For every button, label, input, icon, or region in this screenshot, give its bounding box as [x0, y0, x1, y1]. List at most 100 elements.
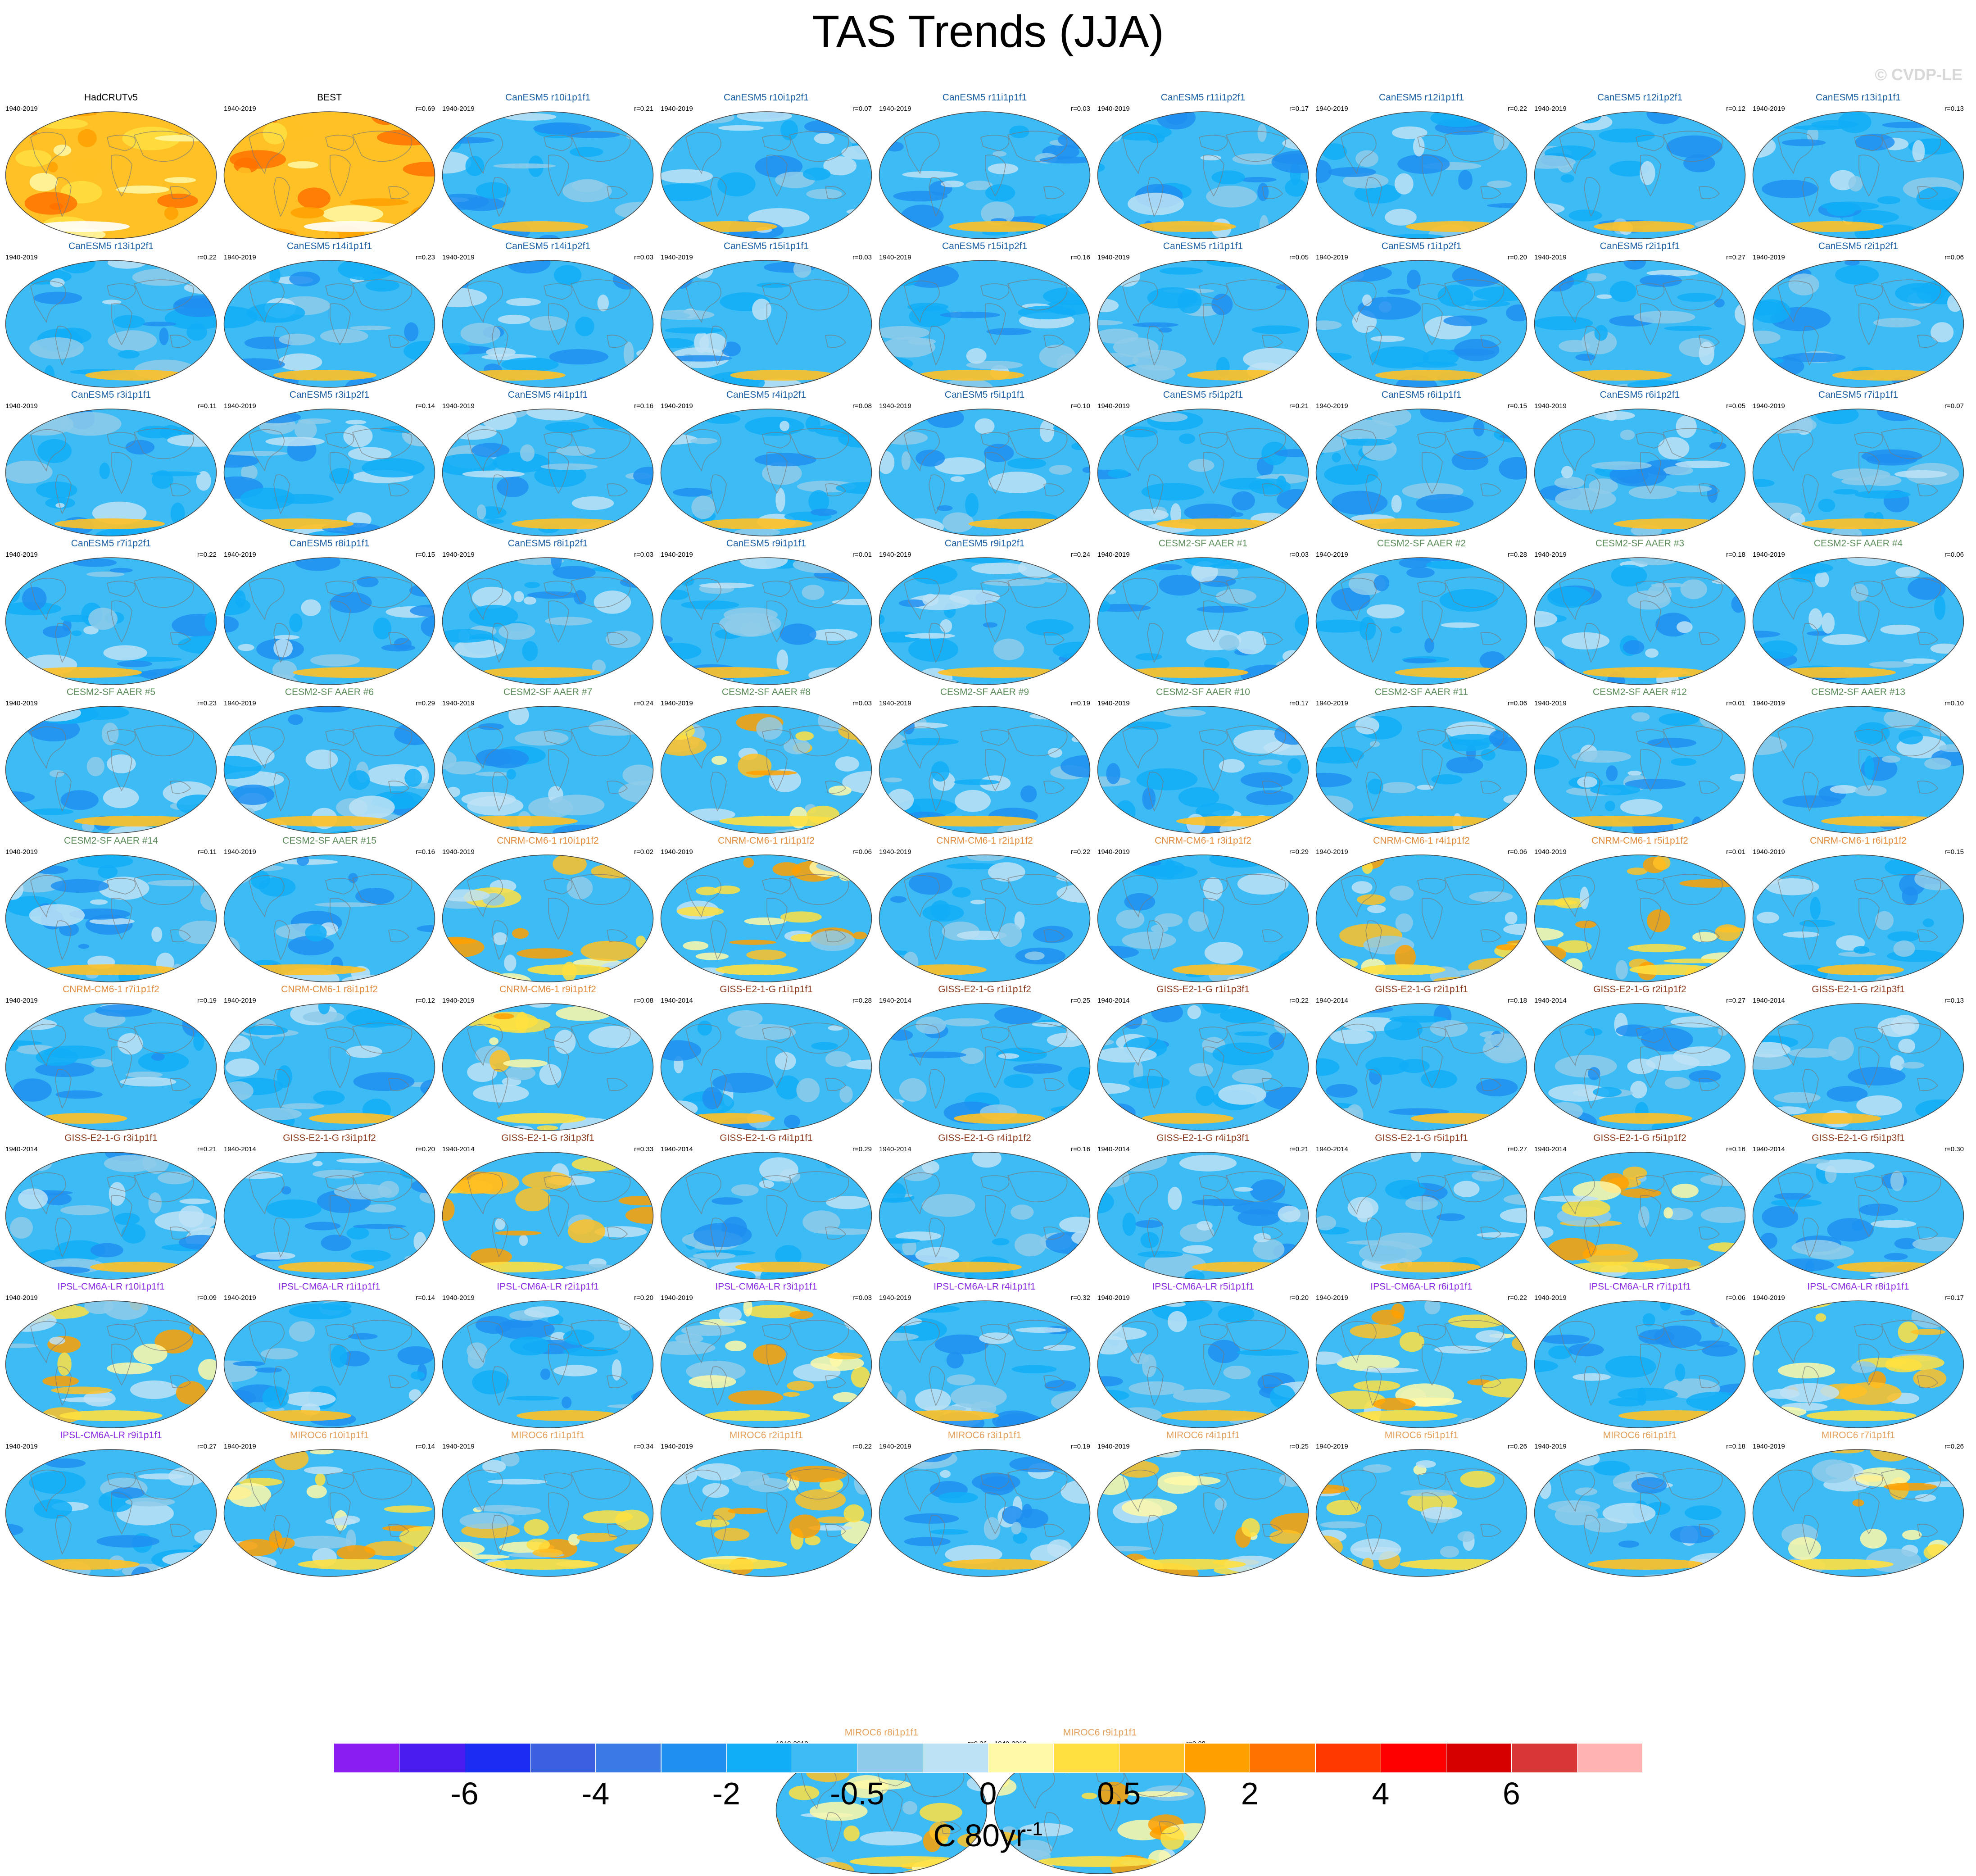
colorbar-swatch — [1577, 1743, 1643, 1773]
colorbar-swatch — [922, 1743, 988, 1773]
panel-period: 1940-2019 — [224, 105, 256, 113]
panel-period: 1940-2019 — [1316, 848, 1348, 856]
panel-pattern-correlation: r=0.18 — [1508, 997, 1527, 1004]
map-panel: CanESM5 r4i1p2f1 1940-2019 r=0.08 — [657, 390, 875, 538]
panel-title: GISS-E2-1-G r5i1p1f2 — [1593, 1133, 1686, 1143]
panel-pattern-correlation: r=0.22 — [1508, 1294, 1527, 1302]
panel-period: 1940-2019 — [661, 1443, 693, 1450]
trend-map — [660, 706, 872, 834]
panel-pattern-correlation: r=0.22 — [1508, 105, 1527, 113]
map-panel: CanESM5 r1i1p2f1 1940-2019 r=0.20 — [1312, 241, 1531, 390]
panel-pattern-correlation: r=0.18 — [1726, 551, 1745, 559]
panel-period: 1940-2019 — [1534, 700, 1567, 707]
panel-pattern-correlation: r=0.19 — [1071, 1443, 1090, 1450]
panel-period: 1940-2019 — [1316, 551, 1348, 559]
colorbar-swatch — [464, 1743, 530, 1773]
trend-map — [660, 854, 872, 982]
panel-period: 1940-2019 — [1316, 105, 1348, 113]
trend-map — [879, 260, 1091, 388]
panel-period: 1940-2019 — [1753, 254, 1785, 261]
panel-title: GISS-E2-1-G r3i1p3f1 — [501, 1133, 594, 1143]
panel-pattern-correlation: r=0.15 — [1508, 402, 1527, 410]
colorbar-swatch — [661, 1743, 727, 1773]
panel-title: IPSL-CM6A-LR r10i1p1f1 — [57, 1281, 165, 1292]
panel-pattern-correlation: r=0.14 — [416, 402, 435, 410]
panel-title: CanESM5 r3i1p1f1 — [71, 390, 151, 400]
map-panel: CESM2-SF AAER #6 1940-2019 r=0.29 — [220, 687, 439, 836]
panel-pattern-correlation: r=0.27 — [1726, 997, 1745, 1004]
map-panel: CanESM5 r6i1p2f1 1940-2019 r=0.05 — [1531, 390, 1749, 538]
map-panel: CanESM5 r11i1p1f1 1940-2019 r=0.03 — [875, 92, 1094, 241]
panel-period: 1940-2019 — [661, 551, 693, 559]
map-panel: GISS-E2-1-G r1i1p1f1 1940-2014 r=0.28 — [657, 984, 875, 1133]
map-panel: CESM2-SF AAER #10 1940-2019 r=0.17 — [1094, 687, 1312, 836]
colorbar-swatch — [1511, 1743, 1577, 1773]
panel-pattern-correlation: r=0.18 — [1726, 1443, 1745, 1450]
colorbar-tick-label: 0.5 — [1097, 1776, 1141, 1811]
panel-pattern-correlation: r=0.27 — [1508, 1145, 1527, 1153]
map-panel: MIROC6 r10i1p1f1 1940-2019 r=0.14 — [220, 1430, 439, 1579]
trend-map — [442, 111, 654, 239]
panel-period: 1940-2019 — [1316, 402, 1348, 410]
trend-map — [1097, 111, 1309, 239]
panel-period: 1940-2019 — [5, 254, 38, 261]
map-panel: IPSL-CM6A-LR r7i1p1f1 1940-2019 r=0.06 — [1531, 1281, 1749, 1430]
panel-title: GISS-E2-1-G r2i1p1f2 — [1593, 984, 1686, 995]
map-panel: CNRM-CM6-1 r9i1p1f2 1940-2019 r=0.08 — [439, 984, 657, 1133]
panel-title: CanESM5 r3i1p2f1 — [289, 390, 370, 400]
map-panel: CESM2-SF AAER #1 1940-2019 r=0.03 — [1094, 538, 1312, 687]
map-panel-grid: HadCRUTv5 1940-2019 BEST 1940-2019 r=0.69 Can… — [2, 92, 1967, 1874]
panel-period: 1940-2014 — [1753, 1145, 1785, 1153]
map-panel: CanESM5 r9i1p1f1 1940-2019 r=0.01 — [657, 538, 875, 687]
panel-title: CanESM5 r1i1p1f1 — [1163, 241, 1243, 251]
panel-pattern-correlation: r=0.28 — [1508, 551, 1527, 559]
trend-map — [1752, 1152, 1964, 1280]
trend-map — [1097, 1300, 1309, 1428]
panel-period: 1940-2019 — [224, 551, 256, 559]
panel-period: 1940-2019 — [442, 105, 475, 113]
panel-title: CanESM5 r7i1p2f1 — [71, 538, 151, 549]
panel-pattern-correlation: r=0.23 — [197, 700, 217, 707]
panel-pattern-correlation: r=0.03 — [1071, 105, 1090, 113]
colorbar-swatch — [399, 1743, 465, 1773]
panel-period: 1940-2014 — [879, 997, 911, 1004]
panel-title: CESM2-SF AAER #7 — [503, 687, 593, 697]
map-panel: IPSL-CM6A-LR r1i1p1f1 1940-2019 r=0.14 — [220, 1281, 439, 1430]
panel-period: 1940-2019 — [1534, 551, 1567, 559]
trend-map — [1752, 557, 1964, 685]
map-panel: GISS-E2-1-G r5i1p1f1 1940-2014 r=0.27 — [1312, 1133, 1531, 1281]
panel-pattern-correlation: r=0.08 — [634, 997, 653, 1004]
panel-title: CNRM-CM6-1 r8i1p1f2 — [281, 984, 378, 995]
panel-title: CESM2-SF AAER #13 — [1811, 687, 1905, 697]
panel-pattern-correlation: r=0.15 — [416, 551, 435, 559]
panel-title: CNRM-CM6-1 r5i1p1f2 — [1591, 836, 1688, 846]
trend-map — [1752, 706, 1964, 834]
trend-map — [223, 409, 435, 536]
panel-title: CNRM-CM6-1 r1i1p1f2 — [718, 836, 815, 846]
panel-pattern-correlation: r=0.20 — [634, 1294, 653, 1302]
colorbar-tick-label: -0.5 — [830, 1776, 884, 1811]
trend-map — [442, 1449, 654, 1577]
map-panel: CESM2-SF AAER #14 1940-2019 r=0.11 — [2, 836, 220, 984]
panel-pattern-correlation: r=0.10 — [1944, 700, 1964, 707]
panel-title: IPSL-CM6A-LR r9i1p1f1 — [60, 1430, 162, 1440]
trend-map — [879, 111, 1091, 239]
map-panel: CanESM5 r15i1p2f1 1940-2019 r=0.16 — [875, 241, 1094, 390]
map-panel: GISS-E2-1-G r2i1p3f1 1940-2014 r=0.13 — [1749, 984, 1967, 1133]
trend-map — [223, 111, 435, 239]
map-panel: MIROC6 r6i1p1f1 1940-2019 r=0.18 — [1531, 1430, 1749, 1579]
trend-map — [5, 706, 217, 834]
panel-pattern-correlation: r=0.06 — [1944, 254, 1964, 261]
panel-pattern-correlation: r=0.30 — [1944, 1145, 1964, 1153]
trend-map — [879, 409, 1091, 536]
panel-pattern-correlation: r=0.27 — [1726, 254, 1745, 261]
map-panel: GISS-E2-1-G r4i1p3f1 1940-2014 r=0.21 — [1094, 1133, 1312, 1281]
panel-period: 1940-2019 — [1097, 254, 1130, 261]
panel-pattern-correlation: r=0.22 — [1289, 997, 1309, 1004]
map-panel: CanESM5 r4i1p1f1 1940-2019 r=0.16 — [439, 390, 657, 538]
trend-map — [1534, 260, 1746, 388]
panel-pattern-correlation: r=0.12 — [1726, 105, 1745, 113]
panel-period: 1940-2019 — [1753, 1294, 1785, 1302]
panel-period: 1940-2019 — [1097, 848, 1130, 856]
trend-map — [1097, 1003, 1309, 1131]
